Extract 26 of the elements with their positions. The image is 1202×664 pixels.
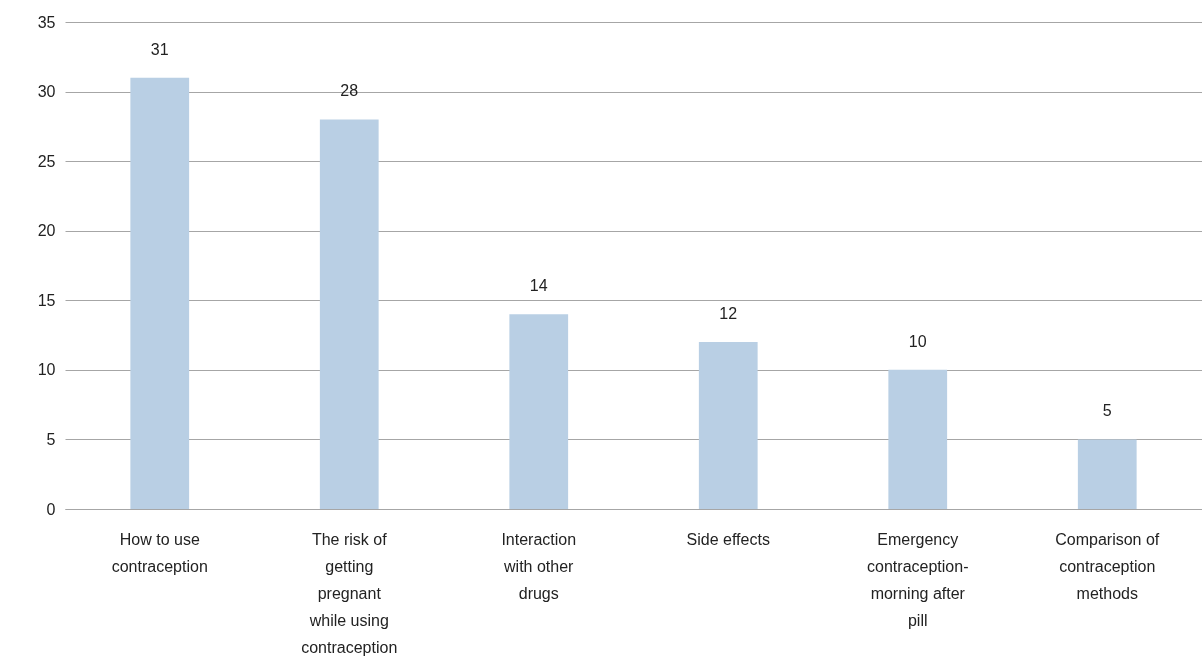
bar (130, 77, 190, 509)
data-label: 12 (719, 305, 738, 323)
y-tick-label: 35 (37, 13, 56, 31)
y-tick-label: 20 (37, 222, 56, 240)
bar (509, 314, 569, 509)
x-tick-label: Comparison of contraception methods (1055, 530, 1160, 602)
x-tick-label: Side effects (686, 530, 770, 548)
x-tick-label: How to use contraception (111, 530, 208, 575)
y-tick-label: 30 (37, 83, 56, 101)
data-label: 28 (340, 82, 359, 100)
x-tick-label: Interaction with other drugs (501, 530, 577, 602)
bar (319, 119, 379, 509)
data-label: 31 (150, 40, 169, 58)
data-label: 5 (1102, 402, 1112, 420)
y-tick-label: 15 (37, 291, 56, 309)
x-tick-label: Emergency contraception-morning after pill (867, 530, 969, 629)
y-tick-label: 25 (37, 152, 56, 170)
y-tick-label: 10 (37, 361, 56, 379)
bar (698, 342, 758, 509)
bar (888, 369, 948, 509)
y-tick-label: 0 (46, 500, 56, 518)
data-label: 14 (529, 277, 548, 295)
bar (1077, 439, 1137, 509)
data-label: 10 (908, 332, 927, 350)
y-tick-label: 5 (46, 430, 56, 448)
x-tick-label: The risk of getting pregnant while using contraception (301, 530, 398, 656)
